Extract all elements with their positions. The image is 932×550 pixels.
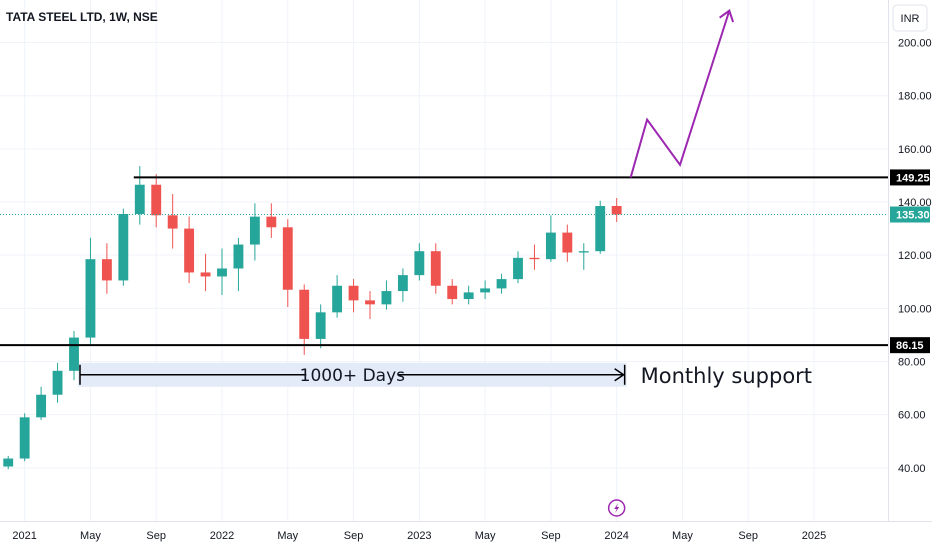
price-axis-background — [888, 0, 932, 550]
x-tick-label: Sep — [738, 530, 758, 542]
lightning-icon — [614, 503, 620, 513]
y-tick-label: 60.00 — [898, 410, 926, 422]
x-tick-label: Sep — [146, 530, 166, 542]
y-tick-label: 160.00 — [898, 144, 932, 156]
candle-body — [381, 291, 392, 305]
candle-body — [348, 285, 359, 301]
y-tick-label: 120.00 — [898, 250, 932, 262]
projection-line — [629, 10, 731, 178]
candle-body — [529, 257, 540, 260]
range-text-background — [306, 363, 399, 386]
event-icon[interactable] — [607, 499, 626, 517]
candle-body — [595, 206, 606, 252]
y-tick-label: 180.00 — [898, 91, 932, 103]
candle-body — [19, 417, 30, 459]
candle-body — [463, 292, 474, 300]
x-tick-label: May — [80, 530, 101, 542]
x-tick-label: 2025 — [802, 530, 826, 542]
candle-body — [315, 312, 326, 339]
candle-body — [249, 216, 260, 245]
candle-body — [167, 215, 178, 229]
range-arrow-head — [614, 368, 626, 382]
x-tick-label: May — [672, 530, 693, 542]
support-level-label-bg — [890, 337, 930, 354]
candles — [3, 166, 622, 470]
chart-title: TATA STEEL LTD, 1W, NSE — [6, 10, 158, 24]
range-text: 1000+ Days — [300, 366, 405, 386]
candle-body — [299, 289, 310, 339]
candle-body — [562, 232, 573, 253]
currency-box[interactable] — [892, 4, 928, 32]
x-tick-label: May — [475, 530, 496, 542]
candle-body — [513, 257, 523, 280]
time-axis-background — [0, 521, 932, 550]
x-tick-label: May — [277, 530, 298, 542]
x-tick-label: Sep — [344, 530, 364, 542]
candle-body — [545, 232, 556, 260]
resistance-level-label: 149.25 — [896, 172, 930, 184]
x-tick-label: 2022 — [210, 530, 234, 542]
candle-body — [200, 272, 211, 277]
candle-body — [52, 370, 63, 395]
candle-body — [134, 184, 145, 214]
support-text: Monthly support — [641, 364, 812, 388]
candle-body — [414, 251, 425, 276]
candle-body — [118, 213, 129, 281]
last-price-label: 135.30 — [896, 210, 930, 222]
candle-body — [184, 228, 195, 273]
candle-body — [332, 285, 343, 313]
candle-body — [151, 184, 162, 216]
candle-body — [69, 337, 79, 371]
projection-arrow-head — [719, 9, 735, 23]
x-tick-label: 2023 — [407, 530, 431, 542]
candle-body — [3, 458, 14, 467]
candle-body — [447, 285, 458, 300]
candle-body — [233, 244, 244, 269]
candle-body — [496, 279, 507, 289]
resistance-level-label-bg — [890, 169, 930, 186]
y-tick-label: 40.00 — [898, 463, 926, 475]
candle-body — [282, 227, 293, 290]
level-labels: 149.25 86.15 135.30 — [890, 169, 930, 354]
last-price-label-bg — [890, 206, 930, 223]
y-tick-label: 80.00 — [898, 357, 926, 369]
candle-body — [611, 206, 622, 215]
candle-body — [36, 394, 47, 418]
currency-label: INR — [901, 13, 920, 25]
candle-body — [101, 259, 112, 281]
y-tick-label: 200.00 — [898, 38, 932, 50]
candle-body — [85, 259, 96, 338]
support-level-label: 86.15 — [896, 340, 924, 352]
x-tick-label: 2021 — [12, 530, 36, 542]
candle-body — [397, 275, 408, 292]
candle-body — [365, 300, 375, 305]
candle-body — [578, 251, 589, 253]
candle-body — [266, 216, 277, 228]
y-tick-labels: 40.00 60.00 80.00 100.00 120.00 140.00 160.00 1… — [898, 38, 932, 475]
y-tick-label: 140.00 — [898, 197, 932, 209]
x-tick-label: Sep — [541, 530, 561, 542]
x-tick-labels: 2021 May Sep 2022 May Sep 2023 May Sep 2024 May Sep… — [12, 530, 826, 542]
horizontal-levels — [0, 176, 888, 347]
candle-body — [430, 251, 441, 286]
x-tick-label: 2024 — [604, 530, 628, 542]
y-tick-label: 100.00 — [898, 303, 932, 315]
candle-body — [480, 288, 491, 293]
grid — [0, 0, 888, 521]
candle-body — [217, 268, 227, 277]
annotations: 1000+ Days Monthly support — [79, 9, 812, 388]
